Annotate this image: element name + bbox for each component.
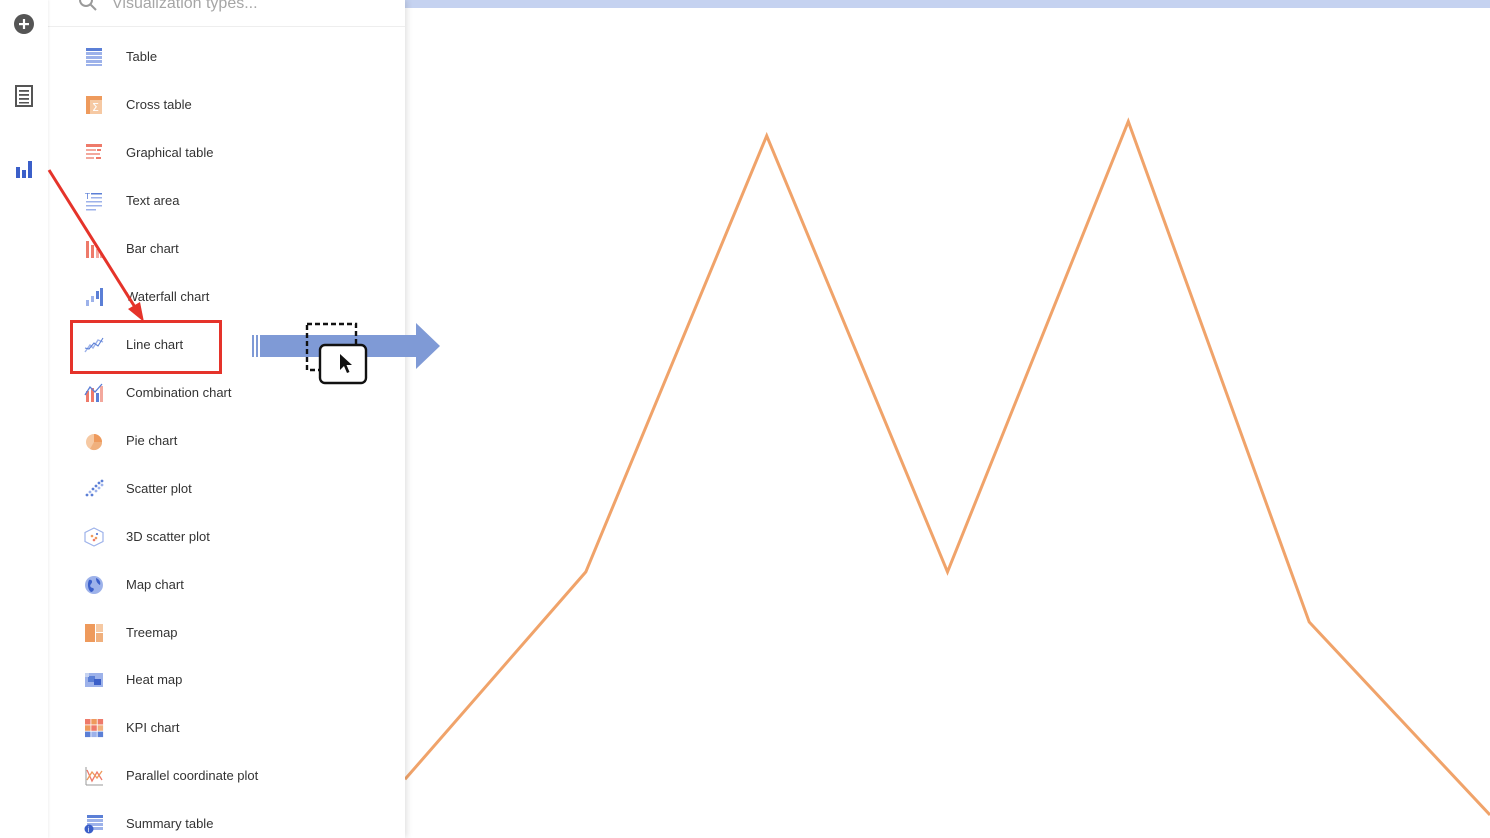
map-chart-icon [85,576,103,594]
visualization-icon [16,161,32,178]
cross-table-icon: Σ [86,96,102,114]
line-chart-preview [405,117,1490,817]
viz-item-label: KPI chart [126,720,180,735]
search-bar [48,0,405,27]
viz-item-label: 3D scatter plot [126,529,210,544]
treemap-icon [85,624,103,642]
data-table-icon [15,85,33,107]
viz-item-3d-scatter-plot[interactable]: 3D scatter plot [48,517,405,557]
data-button[interactable] [0,72,48,120]
viz-item-label: Scatter plot [126,481,192,496]
viz-item-graphical-table[interactable]: Graphical table [48,133,405,173]
table-icon [86,48,102,66]
viz-item-label: Bar chart [126,241,179,256]
viz-item-label: Combination chart [126,385,232,400]
viz-item-bar-chart[interactable]: Bar chart [48,229,405,269]
viz-item-label: Pie chart [126,433,178,448]
viz-item-label: Treemap [126,625,178,640]
viz-item-waterfall-chart[interactable]: Waterfall chart [48,277,405,317]
viz-item-parallel-coordinate-plot[interactable]: Parallel coordinate plot [48,756,405,796]
viz-item-label: Text area [126,193,180,208]
parallel-coordinate-plot-icon [85,767,103,786]
viz-item-scatter-plot[interactable]: Scatter plot [48,469,405,509]
pie-chart-icon [86,434,103,451]
combination-chart-icon [84,383,103,402]
add-icon [14,14,34,34]
kpi-chart-icon [85,719,104,738]
3d-scatter-plot-icon [84,527,104,547]
search-input[interactable] [110,0,374,18]
visualization-types-panel: Table Σ Cross table Graphical table [48,0,405,838]
canvas-top-bar [405,0,1490,8]
viz-item-label: Waterfall chart [126,289,210,304]
add-button[interactable] [0,0,48,48]
viz-item-table[interactable]: Table [48,37,405,77]
left-icon-rail [0,0,48,838]
summary-table-icon: i [84,815,103,834]
viz-item-label: Map chart [126,577,184,592]
line-series [405,117,1490,817]
viz-item-line-chart[interactable]: Line chart [48,325,405,365]
viz-item-text-area[interactable]: T Text area [48,181,405,221]
viz-item-map-chart[interactable]: Map chart [48,565,405,605]
viz-item-kpi-chart[interactable]: KPI chart [48,708,405,748]
viz-item-summary-table[interactable]: i Summary table [48,804,405,838]
line-chart-icon [84,337,104,353]
text-area-icon: T [84,192,102,211]
bar-chart-icon [86,241,103,258]
viz-item-label: Line chart [126,337,184,352]
viz-item-label: Heat map [126,672,183,687]
svg-text:Σ: Σ [92,101,99,114]
scatter-plot-icon [85,479,104,497]
svg-text:i: i [88,826,90,834]
viz-item-label: Cross table [126,97,192,112]
viz-item-label: Table [126,49,158,64]
viz-item-cross-table[interactable]: Σ Cross table [48,85,405,125]
viz-item-label: Graphical table [126,145,214,160]
search-icon [78,0,98,12]
viz-item-combination-chart[interactable]: Combination chart [48,373,405,413]
heat-map-icon [85,673,103,687]
viz-item-pie-chart[interactable]: Pie chart [48,421,405,461]
visualization-canvas[interactable] [405,0,1490,838]
waterfall-chart-icon [86,288,103,306]
viz-item-treemap[interactable]: Treemap [48,613,405,653]
visualizations-button[interactable] [0,145,48,193]
viz-item-heat-map[interactable]: Heat map [48,660,405,700]
svg-text:T: T [84,192,90,201]
viz-item-label: Summary table [126,816,214,831]
graphical-table-icon [86,144,102,159]
viz-item-label: Parallel coordinate plot [126,768,259,783]
